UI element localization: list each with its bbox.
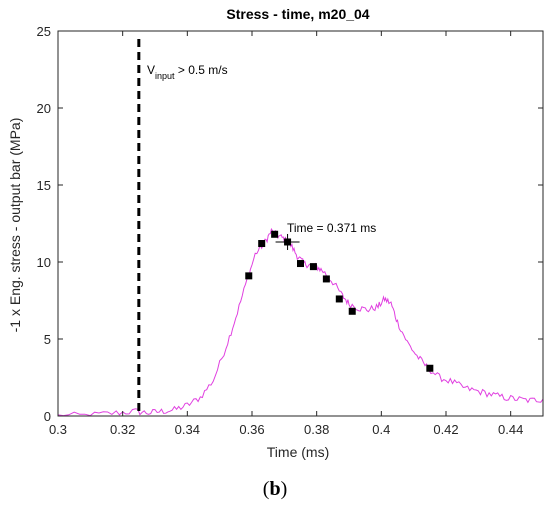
data-marker: [297, 260, 304, 268]
data-marker: [245, 272, 253, 280]
data-marker: [426, 364, 434, 372]
x-tick-label: 0.3: [49, 422, 67, 437]
velocity-symbol: V: [147, 63, 155, 77]
data-marker: [335, 295, 343, 303]
x-tick-label: 0.36: [239, 422, 264, 437]
panel-label-letter: b: [269, 478, 280, 500]
y-tick-label: 20: [37, 101, 51, 116]
panel-label: (b): [263, 478, 287, 500]
plot-layer: 0.3 0.32 0.34 0.36 0.38 0.4 0.42 0.44 0 5 10 15 20 25: [37, 24, 544, 437]
x-tick-label: 0.44: [498, 422, 523, 437]
velocity-subscript: input: [155, 71, 175, 81]
x-axis-label: Time (ms): [267, 444, 329, 460]
x-tick-label: 0.42: [433, 422, 458, 437]
input-velocity-annotation: Vinput > 0.5 m/s: [147, 63, 228, 81]
y-tick-label: 25: [37, 24, 51, 39]
panel-label-close: ): [281, 478, 288, 500]
velocity-threshold: > 0.5 m/s: [175, 63, 228, 77]
y-tick-label: 0: [44, 409, 51, 424]
panel-label-open: (: [263, 478, 270, 500]
data-marker: [322, 275, 330, 283]
data-marker: [271, 230, 279, 238]
data-marker: [309, 263, 317, 271]
cursor-time-annotation: Time = 0.371 ms: [287, 221, 376, 235]
chart-title: Stress - time, m20_04: [226, 6, 369, 22]
data-marker: [348, 307, 356, 315]
y-axis-label: -1 x Eng. stress - output bar (MPa): [7, 118, 23, 333]
data-marker: [258, 240, 266, 248]
y-tick-label: 5: [44, 332, 51, 347]
x-tick-label: 0.32: [110, 422, 135, 437]
x-tick-label: 0.38: [304, 422, 329, 437]
x-tick-label: 0.34: [175, 422, 200, 437]
x-tick-label: 0.4: [372, 422, 390, 437]
y-tick-label: 10: [37, 255, 51, 270]
y-tick-label: 15: [37, 178, 51, 193]
axes-box: [57, 30, 544, 417]
